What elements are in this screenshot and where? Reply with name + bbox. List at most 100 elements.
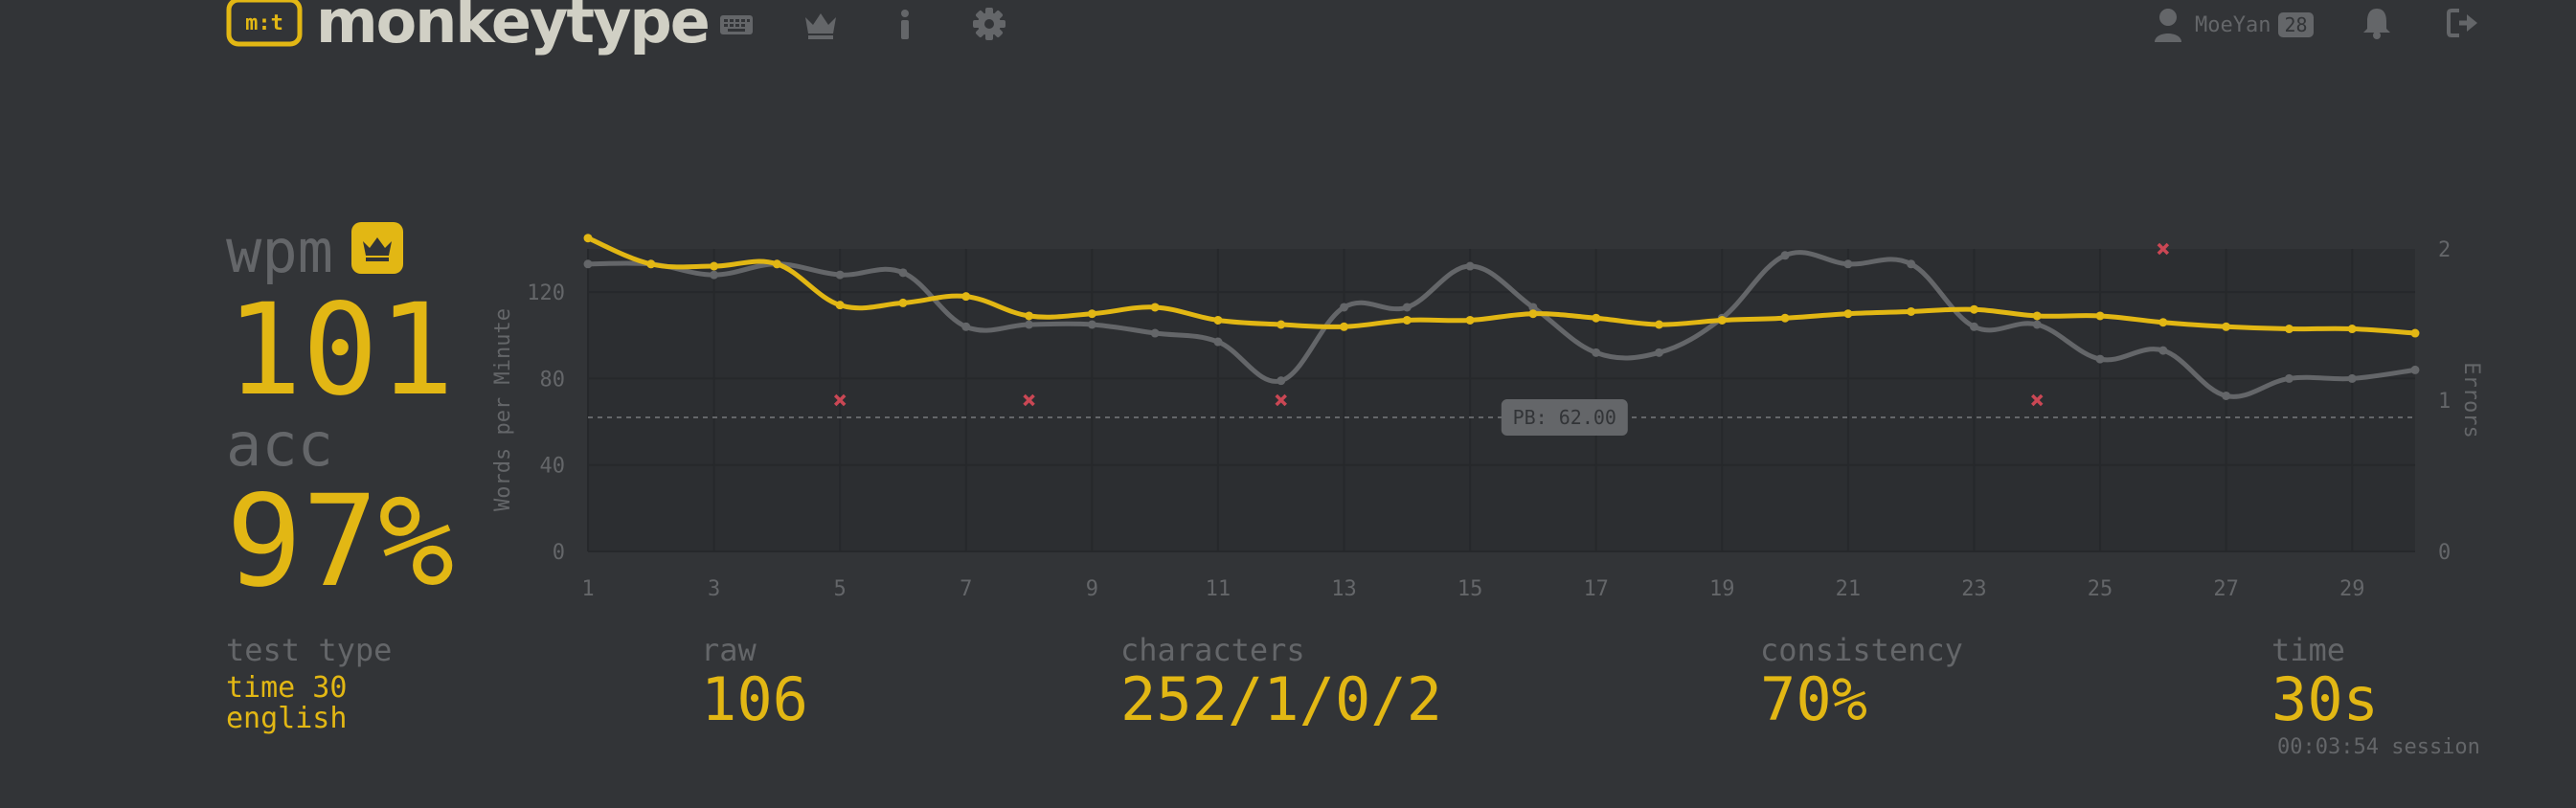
wpm-point [583, 234, 593, 243]
account-button[interactable]: MoeYan 28 [2153, 8, 2314, 42]
info-icon[interactable] [885, 4, 925, 44]
raw-value: 106 [701, 664, 808, 734]
raw-point [1592, 348, 1601, 357]
test-type-mode: time 30 [226, 671, 348, 705]
bell-icon[interactable] [2360, 6, 2394, 40]
raw-point [1277, 376, 1286, 386]
wpm-point [2347, 325, 2357, 334]
time-label: time [2271, 632, 2346, 668]
wpm-point [1843, 309, 1853, 319]
raw-point [1213, 337, 1223, 347]
x-tick-label: 1 [581, 577, 594, 601]
x-tick-label: 23 [1961, 577, 1987, 601]
wpm-point [1025, 311, 1034, 321]
raw-point [2284, 373, 2294, 383]
wpm-point [1465, 315, 1475, 325]
raw-point [2222, 391, 2231, 400]
wpm-point [1907, 306, 1916, 316]
chart-plot-area [588, 249, 2415, 551]
raw-point [1907, 259, 1916, 269]
time-value: 30s [2271, 664, 2379, 734]
wpm-point [1277, 320, 1286, 329]
raw-point [1843, 259, 1853, 269]
wpm-point [1969, 304, 1978, 314]
raw-point [2158, 346, 2168, 355]
x-tick-label: 13 [1331, 577, 1357, 601]
y2-axis-title: Errors [2459, 362, 2483, 438]
wpm-point [710, 261, 719, 271]
wpm-point [1402, 315, 1412, 325]
error-marker [2031, 393, 2044, 407]
raw-point [835, 270, 845, 280]
wpm-point [1717, 315, 1727, 325]
wpm-point [2095, 311, 2105, 321]
raw-point [1087, 320, 1096, 329]
error-marker [833, 393, 847, 407]
y-tick-label: 120 [527, 281, 565, 305]
y2-tick-label: 1 [2438, 390, 2451, 414]
level-badge: 28 [2278, 12, 2314, 37]
raw-point [2347, 373, 2357, 383]
x-tick-label: 5 [834, 577, 847, 601]
y-tick-label: 0 [553, 541, 565, 565]
characters-label: characters [1120, 632, 1305, 668]
wpm-point [898, 298, 908, 307]
consistency-value: 70% [1760, 664, 1867, 734]
y-axis-title: Words per Minute [491, 308, 515, 511]
x-tick-label: 7 [960, 577, 972, 601]
wpm-point [1780, 313, 1790, 323]
x-tick-label: 11 [1206, 577, 1232, 601]
wpm-point [835, 301, 845, 310]
wpm-point [1150, 303, 1160, 312]
personal-best-crown-icon [351, 222, 403, 274]
keyboard-icon[interactable] [716, 4, 757, 44]
brand-name: monkeytype [316, 0, 711, 56]
wpm-point [1213, 315, 1223, 325]
logout-icon[interactable] [2446, 6, 2480, 40]
y-tick-label: 80 [540, 368, 566, 392]
wpm-point [646, 259, 656, 269]
svg-text:m:t: m:t [245, 11, 283, 35]
wpm-label: wpm [226, 216, 333, 286]
user-icon [2155, 9, 2181, 42]
username: MoeYan [2195, 12, 2271, 37]
x-tick-label: 27 [2213, 577, 2239, 601]
test-type-language: english [226, 702, 348, 735]
raw-point [583, 259, 593, 269]
pb-label-box [1501, 399, 1628, 437]
wpm-series-line [587, 236, 2416, 336]
raw-point [710, 270, 719, 280]
raw-point [1780, 251, 1790, 260]
raw-point [1528, 303, 1538, 312]
error-marker [2157, 242, 2170, 256]
raw-point [2095, 354, 2105, 364]
raw-point [2410, 365, 2420, 374]
wpm-point [772, 259, 781, 269]
consistency-label: consistency [1760, 632, 1963, 668]
crown-icon[interactable] [801, 4, 841, 44]
y2-tick-label: 2 [2438, 238, 2451, 262]
x-tick-label: 25 [2088, 577, 2113, 601]
logo[interactable]: m:t monkeytype [226, 0, 711, 56]
x-tick-label: 9 [1086, 577, 1098, 601]
wpm-point [1654, 320, 1663, 329]
raw-point [2032, 320, 2042, 329]
raw-point [1654, 348, 1663, 357]
wpm-point [2410, 328, 2420, 338]
acc-value: 97% [226, 468, 455, 616]
pb-label: PB: 62.00 [1513, 406, 1616, 429]
raw-point [1025, 320, 1034, 329]
wpm-point [2158, 318, 2168, 327]
error-marker [1275, 393, 1287, 407]
gear-icon[interactable] [969, 4, 1009, 44]
test-type-label: test type [226, 632, 393, 668]
wpm-value: 101 [226, 277, 455, 424]
wpm-point [2284, 325, 2294, 334]
x-tick-label: 3 [708, 577, 720, 601]
acc-label: acc [226, 410, 333, 480]
session-time: 00:03:54 session [2277, 735, 2480, 759]
raw-label: raw [701, 632, 757, 668]
wpm-point [1592, 313, 1601, 323]
raw-point [961, 322, 971, 331]
